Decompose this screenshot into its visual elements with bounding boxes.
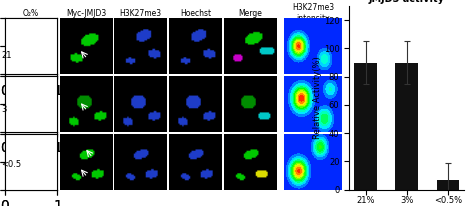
Text: 21: 21 <box>1 51 11 60</box>
Text: 3: 3 <box>1 105 6 114</box>
Y-axis label: Relative Activity(%): Relative Activity(%) <box>313 56 322 139</box>
Text: Myc-JMJD3: Myc-JMJD3 <box>66 9 106 18</box>
Text: Hoechst: Hoechst <box>180 9 211 18</box>
Text: H3K27me3: H3K27me3 <box>120 9 162 18</box>
Bar <box>395 63 418 190</box>
Text: <0.5: <0.5 <box>1 160 21 169</box>
Bar <box>355 63 377 190</box>
Text: O₂%: O₂% <box>23 9 39 18</box>
Title: JMJD3 activity: JMJD3 activity <box>369 0 445 4</box>
Text: H3K27me3
intensity: H3K27me3 intensity <box>292 4 334 23</box>
Text: Merge: Merge <box>239 9 262 18</box>
Bar <box>437 180 459 190</box>
